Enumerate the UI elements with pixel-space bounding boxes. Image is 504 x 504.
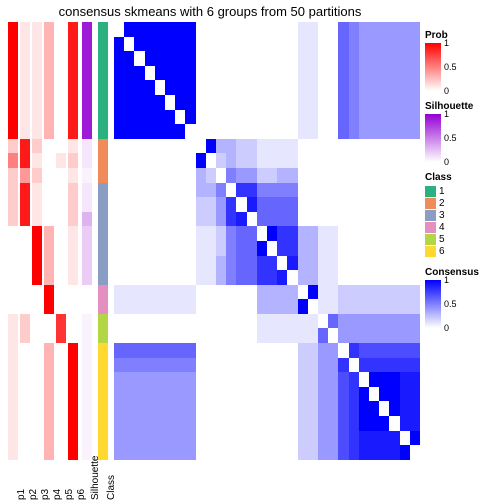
legend-title: Prob xyxy=(425,30,500,41)
legend-title: Silhouette xyxy=(425,101,500,112)
legend-gradient: 10.50 xyxy=(425,43,441,91)
x-label: Class xyxy=(106,475,117,500)
plot-title: consensus skmeans with 6 groups from 50 … xyxy=(0,4,420,19)
plot-area xyxy=(8,22,420,460)
annotation-p1 xyxy=(8,22,18,460)
legend-tick: 1 xyxy=(444,110,449,119)
annotation-silhouette xyxy=(82,22,92,460)
legend-tick: 0 xyxy=(444,158,449,167)
legend-class-item: 4 xyxy=(425,221,500,233)
legend-swatch xyxy=(425,186,436,197)
x-label: p2 xyxy=(28,489,39,500)
legend-tick: 0.5 xyxy=(444,300,457,309)
legend-swatch xyxy=(425,198,436,209)
legend-silhouette: Silhouette 10.50 xyxy=(425,101,500,162)
legend-tick: 0.5 xyxy=(444,134,457,143)
legend-prob: Prob 10.50 xyxy=(425,30,500,91)
annotation-p4 xyxy=(44,22,54,460)
legend-label: 3 xyxy=(439,210,445,221)
legend-class-item: 1 xyxy=(425,185,500,197)
legends-panel: Prob10.50Silhouette10.50Class123456Conse… xyxy=(425,30,500,338)
x-label: p3 xyxy=(40,489,51,500)
x-label: p6 xyxy=(76,489,87,500)
legend-class: Class 123456 xyxy=(425,172,500,257)
annotation-class xyxy=(98,22,108,460)
x-label: p4 xyxy=(52,489,63,500)
legend-swatch xyxy=(425,222,436,233)
legend-title: Class xyxy=(425,172,500,183)
legend-class-item: 3 xyxy=(425,209,500,221)
annotation-p3 xyxy=(32,22,42,460)
legend-tick: 1 xyxy=(444,39,449,48)
legend-class-item: 5 xyxy=(425,233,500,245)
x-axis-labels: p1p2p3p4p5p6SilhouetteClass xyxy=(8,462,420,504)
legend-tick: 1 xyxy=(444,276,449,285)
x-label: p5 xyxy=(64,489,75,500)
legend-swatch xyxy=(425,234,436,245)
annotation-p5 xyxy=(56,22,66,460)
legend-tick: 0 xyxy=(444,87,449,96)
annotation-p2 xyxy=(20,22,30,460)
x-label: Silhouette xyxy=(90,456,101,500)
legend-consensus: Consensus 10.50 xyxy=(425,267,500,328)
legend-label: 5 xyxy=(439,234,445,245)
legend-label: 4 xyxy=(439,222,445,233)
legend-swatch xyxy=(425,246,436,257)
annotation-p6 xyxy=(68,22,78,460)
legend-tick: 0 xyxy=(444,324,449,333)
legend-label: 1 xyxy=(439,186,445,197)
legend-gradient: 10.50 xyxy=(425,280,441,328)
legend-class-item: 2 xyxy=(425,197,500,209)
legend-tick: 0.5 xyxy=(444,63,457,72)
legend-label: 2 xyxy=(439,198,445,209)
consensus-heatmap xyxy=(114,22,420,460)
x-label: p1 xyxy=(16,489,27,500)
legend-title: Consensus xyxy=(425,267,500,278)
legend-label: 6 xyxy=(439,246,445,257)
legend-class-item: 6 xyxy=(425,245,500,257)
legend-swatch xyxy=(425,210,436,221)
legend-gradient: 10.50 xyxy=(425,114,441,162)
